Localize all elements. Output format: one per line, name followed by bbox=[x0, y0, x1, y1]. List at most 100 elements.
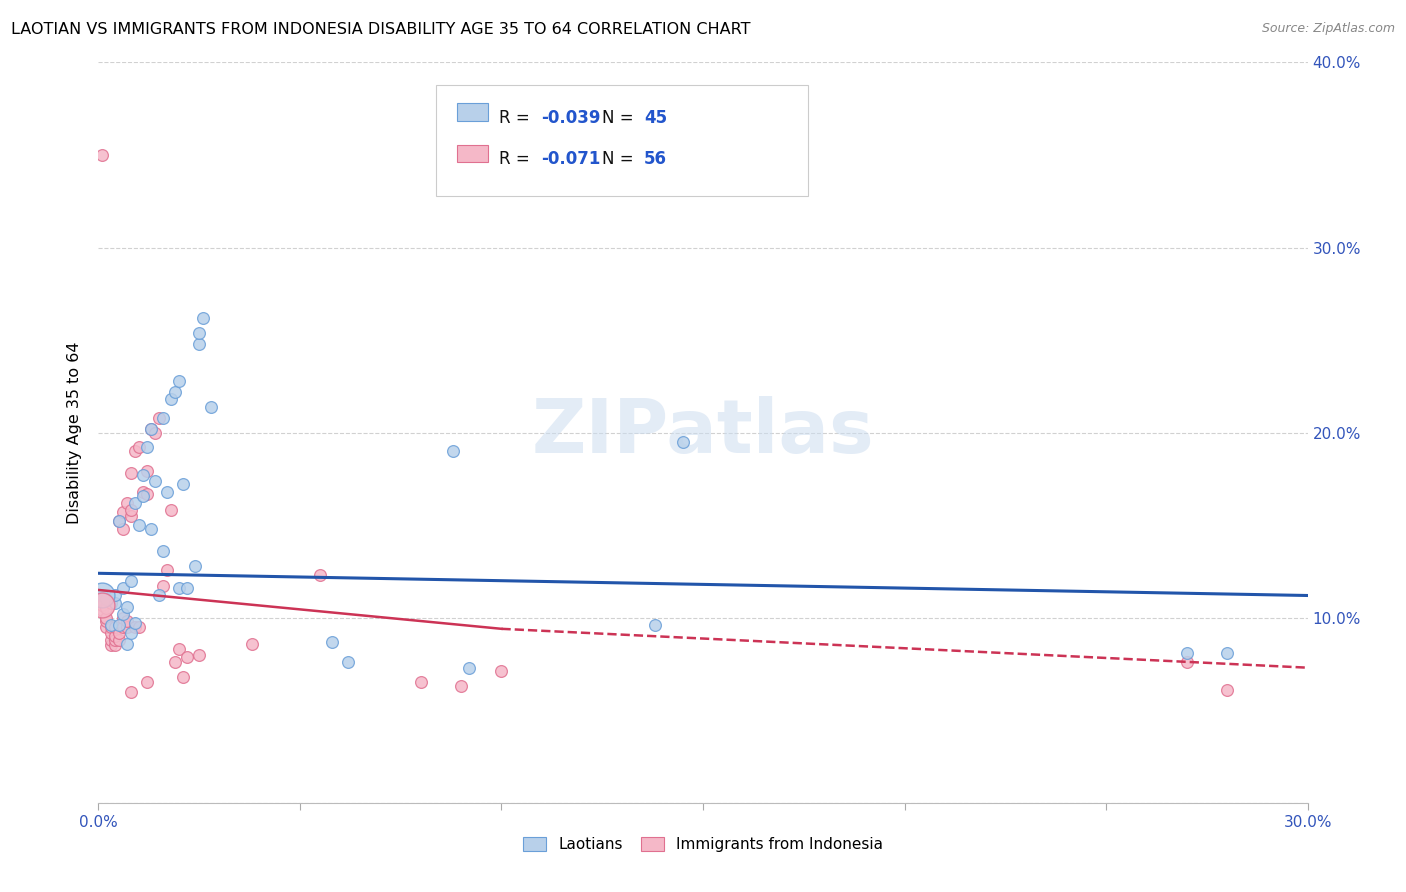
Point bbox=[143, 474, 166, 488]
Point bbox=[111, 505, 134, 519]
Point bbox=[124, 496, 146, 510]
Legend: Laotians, Immigrants from Indonesia: Laotians, Immigrants from Indonesia bbox=[517, 830, 889, 858]
Point bbox=[139, 522, 162, 536]
Point bbox=[176, 649, 198, 664]
Point bbox=[156, 484, 179, 499]
Point bbox=[115, 637, 138, 651]
Point bbox=[139, 422, 162, 436]
Text: 45: 45 bbox=[644, 109, 666, 127]
Point bbox=[167, 642, 190, 657]
Point bbox=[148, 410, 170, 425]
Point bbox=[120, 685, 142, 699]
Point bbox=[152, 410, 174, 425]
Y-axis label: Disability Age 35 to 64: Disability Age 35 to 64 bbox=[67, 342, 83, 524]
Point bbox=[135, 441, 157, 455]
Point bbox=[152, 579, 174, 593]
Point bbox=[135, 675, 157, 690]
Point bbox=[188, 648, 211, 662]
Point bbox=[103, 632, 125, 647]
Text: R =: R = bbox=[499, 109, 536, 127]
Point bbox=[107, 618, 129, 632]
Point bbox=[91, 589, 114, 603]
Point bbox=[135, 486, 157, 500]
Point bbox=[128, 518, 150, 533]
Point bbox=[115, 599, 138, 614]
Point bbox=[172, 477, 194, 491]
Point bbox=[143, 425, 166, 440]
Point bbox=[132, 468, 155, 483]
Text: N =: N = bbox=[602, 150, 638, 168]
Point bbox=[91, 598, 114, 612]
Point bbox=[458, 661, 481, 675]
Point bbox=[115, 615, 138, 629]
Point bbox=[124, 620, 146, 634]
Point bbox=[167, 581, 190, 595]
Point bbox=[100, 620, 122, 634]
Point bbox=[91, 148, 114, 162]
Point bbox=[491, 665, 513, 679]
Text: N =: N = bbox=[602, 109, 638, 127]
Point bbox=[115, 496, 138, 510]
Point bbox=[160, 503, 183, 517]
Point bbox=[156, 563, 179, 577]
Point bbox=[107, 515, 129, 529]
Point bbox=[450, 679, 472, 693]
Point bbox=[120, 574, 142, 588]
Point bbox=[96, 615, 118, 629]
Point bbox=[188, 326, 211, 340]
Point bbox=[672, 434, 695, 449]
Point bbox=[96, 610, 118, 624]
Text: R =: R = bbox=[499, 150, 536, 168]
Point bbox=[167, 374, 190, 388]
Point bbox=[160, 392, 183, 407]
Point bbox=[193, 310, 215, 325]
Point bbox=[120, 508, 142, 523]
Point bbox=[135, 465, 157, 479]
Point bbox=[103, 620, 125, 634]
Point bbox=[111, 607, 134, 621]
Point bbox=[91, 603, 114, 617]
Point bbox=[103, 629, 125, 643]
Point bbox=[176, 581, 198, 595]
Point bbox=[1216, 682, 1239, 697]
Point bbox=[91, 589, 114, 603]
Point bbox=[103, 589, 125, 603]
Text: LAOTIAN VS IMMIGRANTS FROM INDONESIA DISABILITY AGE 35 TO 64 CORRELATION CHART: LAOTIAN VS IMMIGRANTS FROM INDONESIA DIS… bbox=[11, 22, 751, 37]
Point bbox=[184, 558, 207, 573]
Point bbox=[644, 618, 666, 632]
Text: 56: 56 bbox=[644, 150, 666, 168]
Point bbox=[100, 618, 122, 632]
Point bbox=[120, 625, 142, 640]
Point bbox=[111, 522, 134, 536]
Point bbox=[100, 639, 122, 653]
Point bbox=[107, 625, 129, 640]
Point bbox=[115, 620, 138, 634]
Point bbox=[441, 444, 464, 458]
Point bbox=[100, 632, 122, 647]
Point bbox=[120, 503, 142, 517]
Point bbox=[100, 625, 122, 640]
Text: Source: ZipAtlas.com: Source: ZipAtlas.com bbox=[1261, 22, 1395, 36]
Point bbox=[132, 489, 155, 503]
Point bbox=[96, 592, 118, 607]
Point bbox=[96, 601, 118, 615]
Point bbox=[120, 467, 142, 481]
Point bbox=[337, 655, 360, 669]
Point bbox=[111, 610, 134, 624]
Point bbox=[139, 422, 162, 436]
Text: -0.039: -0.039 bbox=[541, 109, 600, 127]
Point bbox=[309, 568, 332, 582]
Point bbox=[163, 655, 186, 669]
Point bbox=[188, 336, 211, 351]
Point bbox=[103, 639, 125, 653]
Point bbox=[132, 484, 155, 499]
Point bbox=[107, 515, 129, 529]
Point bbox=[124, 616, 146, 631]
Point bbox=[1175, 646, 1198, 660]
Point bbox=[128, 620, 150, 634]
Point bbox=[96, 620, 118, 634]
Point bbox=[409, 675, 432, 690]
Point bbox=[111, 581, 134, 595]
Point bbox=[128, 441, 150, 455]
Point bbox=[163, 384, 186, 399]
